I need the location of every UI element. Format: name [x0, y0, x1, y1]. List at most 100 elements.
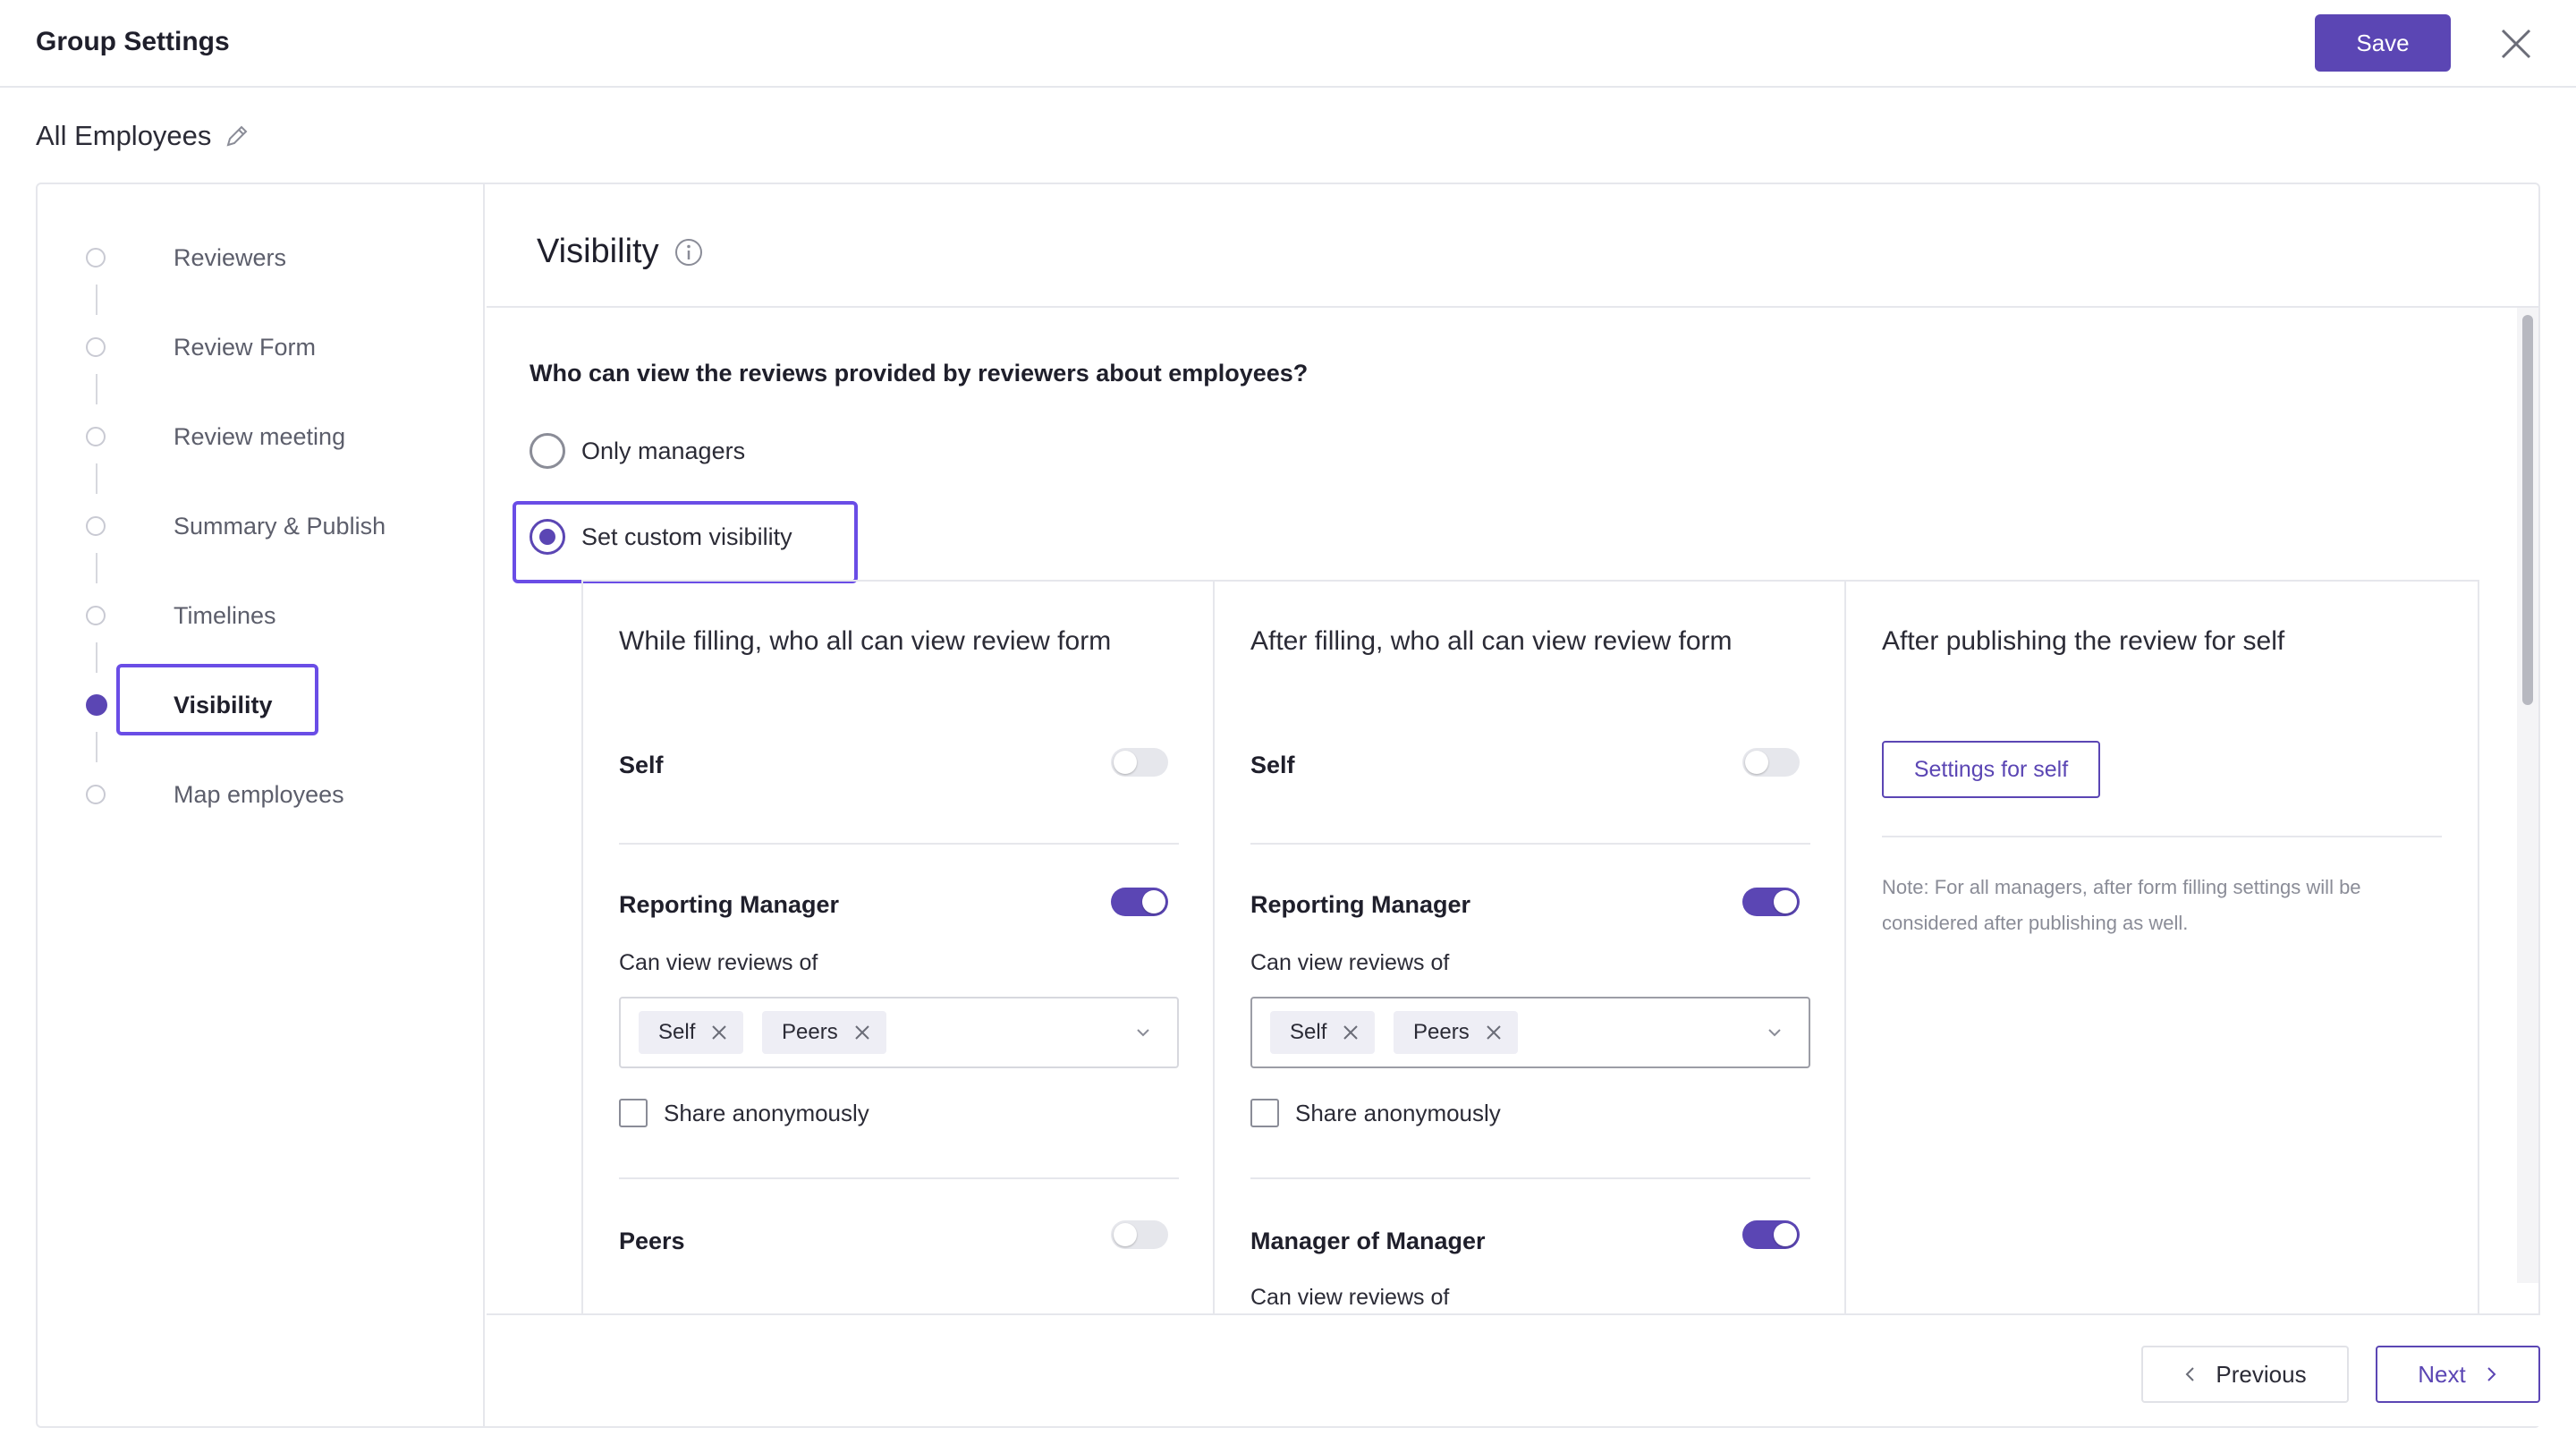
radio-label: Only managers: [581, 437, 746, 464]
next-label: Next: [2418, 1360, 2466, 1388]
manager-of-manager-label: Manager of Manager: [1250, 1228, 1486, 1254]
step-timelines[interactable]: Timelines: [86, 598, 276, 633]
share-anonymously-row[interactable]: Share anonymously: [1250, 1099, 1501, 1127]
step-connector: [96, 463, 97, 494]
radio-label: Set custom visibility: [581, 523, 792, 550]
step-summary-publish[interactable]: Summary & Publish: [86, 508, 386, 544]
settings-panel: Reviewers Review Form Review meeting Sum…: [36, 183, 2540, 1428]
section-title-text: Visibility: [537, 233, 659, 270]
radio-circle[interactable]: [530, 433, 565, 469]
column-title: While filling, who all can view review f…: [619, 626, 1112, 656]
chip-remove-icon[interactable]: [1341, 1023, 1360, 1042]
managers-note: Note: For all managers, after form filli…: [1882, 876, 2361, 934]
share-anonymously-checkbox[interactable]: [1250, 1099, 1279, 1127]
step-dot-active: [86, 694, 107, 716]
close-button[interactable]: [2496, 23, 2537, 64]
chip-remove-icon[interactable]: [1484, 1023, 1504, 1042]
step-label: Timelines: [174, 601, 276, 629]
toggle-knob: [1114, 751, 1137, 774]
pencil-icon[interactable]: [224, 123, 250, 149]
self-toggle[interactable]: [1742, 748, 1800, 777]
column-while-filling: While filling, who all can view review f…: [583, 582, 1215, 1315]
visibility-question: Who can view the reviews provided by rev…: [530, 360, 1309, 387]
chip-remove-icon[interactable]: [709, 1023, 729, 1042]
toggle-knob: [1745, 751, 1768, 774]
toggle-knob: [1774, 890, 1797, 913]
toggle-knob: [1142, 890, 1165, 913]
active-step-highlight: [116, 664, 318, 735]
can-view-label: Can view reviews of: [619, 950, 818, 975]
radio-only-managers[interactable]: Only managers: [530, 433, 745, 469]
share-anonymously-row[interactable]: Share anonymously: [619, 1099, 869, 1127]
reporting-manager-toggle[interactable]: [1111, 888, 1168, 916]
previous-label: Previous: [2216, 1360, 2307, 1388]
self-toggle[interactable]: [1111, 748, 1168, 777]
next-button[interactable]: Next: [2376, 1346, 2540, 1403]
chip-label: Peers: [782, 1020, 838, 1044]
step-label: Review Form: [174, 333, 317, 361]
step-connector: [96, 553, 97, 583]
step-connector: [96, 732, 97, 762]
chevron-down-icon[interactable]: [1134, 1024, 1152, 1041]
self-label: Self: [619, 752, 664, 778]
chevron-left-icon: [2186, 1367, 2195, 1381]
step-dot: [86, 337, 106, 357]
step-dot: [86, 427, 106, 446]
reporting-manager-label: Reporting Manager: [1250, 891, 1471, 918]
divider: [487, 306, 2540, 308]
peers-label: Peers: [619, 1228, 685, 1254]
group-name-text: All Employees: [36, 120, 212, 151]
page-title: Group Settings: [36, 27, 230, 56]
toggle-knob: [1114, 1223, 1137, 1246]
chip-self: Self: [1270, 1011, 1376, 1054]
divider: [1250, 843, 1810, 845]
manager-of-manager-toggle[interactable]: [1742, 1220, 1800, 1249]
chip-remove-icon[interactable]: [852, 1023, 872, 1042]
radio-circle-checked[interactable]: [530, 519, 565, 555]
chevron-down-icon[interactable]: [1766, 1024, 1784, 1041]
reporting-manager-toggle[interactable]: [1742, 888, 1800, 916]
peers-toggle[interactable]: [1111, 1220, 1168, 1249]
chip-label: Peers: [1413, 1020, 1470, 1044]
footer: Previous Next: [487, 1313, 2540, 1426]
reviews-of-multiselect[interactable]: Self Peers: [619, 997, 1179, 1068]
share-anonymously-checkbox[interactable]: [619, 1099, 648, 1127]
divider: [1882, 836, 2442, 837]
save-button[interactable]: Save: [2315, 14, 2451, 72]
scrollbar-thumb[interactable]: [2522, 315, 2533, 705]
toggle-knob: [1774, 1223, 1797, 1246]
step-visibility[interactable]: Visibility: [86, 687, 273, 723]
step-review-form[interactable]: Review Form: [86, 329, 316, 365]
checkbox-label: Share anonymously: [664, 1099, 869, 1126]
chevron-right-icon: [2487, 1367, 2496, 1381]
step-connector: [96, 285, 97, 315]
step-label: Map employees: [174, 780, 344, 808]
step-reviewers[interactable]: Reviewers: [86, 240, 286, 276]
checkbox-label: Share anonymously: [1295, 1099, 1501, 1126]
chip-peers: Peers: [762, 1011, 886, 1054]
content-scrollbar[interactable]: [2517, 308, 2538, 1283]
step-label: Review meeting: [174, 422, 346, 450]
step-dot: [86, 785, 106, 804]
can-view-label: Can view reviews of: [1250, 950, 1450, 975]
stepper: Reviewers Review Form Review meeting Sum…: [38, 184, 485, 1426]
section-title: Visibility: [537, 233, 704, 271]
step-label: Reviewers: [174, 243, 287, 271]
previous-button[interactable]: Previous: [2141, 1346, 2349, 1403]
step-dot: [86, 606, 106, 625]
reporting-manager-label: Reporting Manager: [619, 891, 840, 918]
self-label: Self: [1250, 752, 1295, 778]
step-review-meeting[interactable]: Review meeting: [86, 419, 345, 455]
can-view-label: Can view reviews of: [1250, 1285, 1450, 1310]
settings-for-self-button[interactable]: Settings for self: [1882, 741, 2100, 798]
step-label: Summary & Publish: [174, 512, 386, 540]
reviews-of-multiselect[interactable]: Self Peers: [1250, 997, 1810, 1068]
radio-set-custom-visibility[interactable]: Set custom visibility: [530, 519, 792, 555]
step-connector: [96, 374, 97, 404]
group-name: All Employees: [36, 120, 250, 152]
info-icon[interactable]: [674, 237, 704, 268]
step-map-employees[interactable]: Map employees: [86, 777, 344, 812]
chip-label: Self: [658, 1020, 696, 1044]
column-title: After filling, who all can view review f…: [1250, 626, 1733, 656]
chip-peers: Peers: [1394, 1011, 1518, 1054]
